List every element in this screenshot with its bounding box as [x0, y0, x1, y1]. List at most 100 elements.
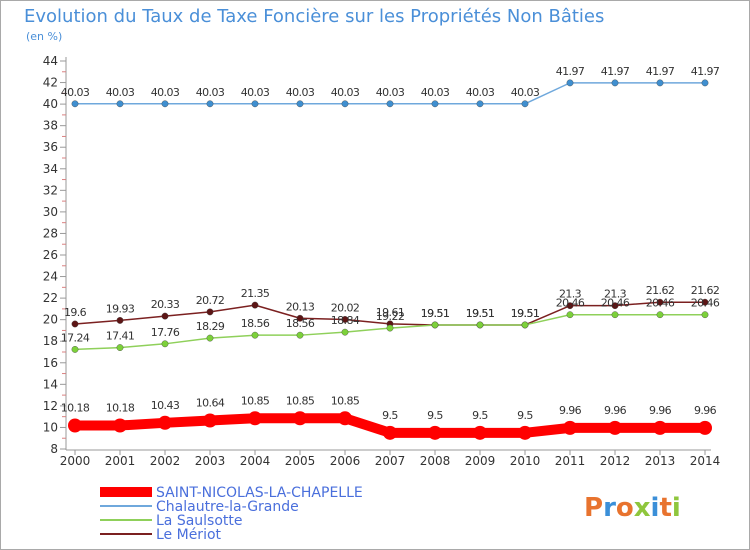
- data-point: [521, 321, 529, 329]
- data-label: 20.46: [646, 297, 675, 310]
- data-label: 10.18: [61, 402, 90, 415]
- y-tick-label: 24: [43, 270, 58, 284]
- x-tick-label: 2014: [690, 454, 721, 468]
- data-label: 20.13: [286, 300, 315, 313]
- x-tick-label: 2009: [465, 454, 496, 468]
- data-label: 40.03: [511, 86, 540, 99]
- data-point: [611, 302, 619, 310]
- data-point: [608, 420, 622, 435]
- data-label: 9.5: [472, 409, 488, 422]
- data-point: [566, 311, 574, 319]
- x-tick-label: 2000: [60, 454, 91, 468]
- data-point: [476, 321, 484, 329]
- unit-label: (en %): [26, 30, 62, 43]
- data-point: [656, 311, 664, 319]
- data-point: [701, 79, 709, 87]
- data-point: [698, 420, 712, 435]
- data-point: [71, 100, 79, 108]
- y-tick-label: 22: [43, 291, 58, 305]
- data-label: 10.43: [151, 399, 180, 412]
- data-label: 18.84: [331, 314, 360, 327]
- y-tick-label: 20: [43, 313, 58, 327]
- data-point: [341, 328, 349, 336]
- data-label: 20.72: [196, 294, 225, 307]
- y-tick-label: 32: [43, 183, 58, 197]
- data-label: 18.29: [196, 320, 225, 333]
- data-label: 9.5: [517, 409, 533, 422]
- data-label: 19.51: [466, 307, 495, 320]
- x-tick-label: 2004: [240, 454, 271, 468]
- data-label: 41.97: [601, 65, 630, 78]
- y-tick-label: 14: [43, 377, 58, 391]
- data-point: [428, 425, 442, 440]
- data-point: [203, 413, 217, 428]
- data-label: 20.46: [556, 297, 585, 310]
- data-label: 18.56: [286, 317, 315, 330]
- data-point: [386, 324, 394, 332]
- data-label: 21.3: [559, 288, 582, 301]
- data-point: [653, 420, 667, 435]
- y-tick-label: 36: [43, 140, 58, 154]
- data-point: [521, 100, 529, 108]
- data-point: [296, 100, 304, 108]
- legend-label: Chalautre-la-Grande: [156, 499, 299, 515]
- x-tick-label: 2007: [375, 454, 406, 468]
- data-label: 19.51: [511, 307, 540, 320]
- data-point: [656, 298, 664, 306]
- data-label: 40.03: [466, 86, 495, 99]
- x-tick-label: 2005: [285, 454, 316, 468]
- data-labels: 40.03 40.03 40.03 40.03 40.03 40.03 40.03 40.03…: [61, 65, 721, 422]
- y-tick-label: 10: [43, 420, 58, 434]
- data-label: 9.96: [559, 404, 582, 417]
- y-tick-label: 8: [50, 442, 58, 456]
- data-point: [206, 334, 214, 342]
- data-label: 40.03: [376, 86, 405, 99]
- y-tick-label: 42: [43, 76, 58, 90]
- data-label: 19.51: [421, 307, 450, 320]
- y-tick-label: 12: [43, 399, 58, 413]
- logo-letter: x: [634, 493, 651, 523]
- x-tick-label: 2003: [195, 454, 226, 468]
- data-label: 10.85: [241, 394, 270, 407]
- data-label: 40.03: [106, 86, 135, 99]
- y-tick-label: 30: [43, 205, 58, 219]
- data-label: 20.46: [601, 297, 630, 310]
- data-point: [563, 420, 577, 435]
- proxiti-logo: Proxiti: [584, 493, 681, 523]
- x-tick-label: 2002: [150, 454, 181, 468]
- legend-label: La Saulsotte: [156, 513, 243, 529]
- data-label: 41.97: [691, 65, 720, 78]
- data-label: 17.76: [151, 326, 180, 339]
- logo-letter: P: [584, 493, 603, 523]
- data-label: 20.02: [331, 301, 360, 314]
- data-point: [293, 411, 307, 426]
- data-label: 10.18: [106, 402, 135, 415]
- logo-letter: r: [603, 493, 616, 523]
- data-point: [71, 346, 79, 353]
- y-tick-label: 18: [43, 334, 58, 348]
- data-point: [611, 79, 619, 87]
- data-label: 41.97: [646, 65, 675, 78]
- data-label: 10.85: [331, 394, 360, 407]
- data-point: [386, 100, 394, 108]
- x-tick-label: 2011: [555, 454, 586, 468]
- logo-text: Proxiti: [584, 493, 681, 523]
- data-label: 40.03: [151, 86, 180, 99]
- data-label: 40.03: [61, 86, 90, 99]
- data-point: [161, 312, 169, 320]
- data-label: 40.03: [331, 86, 360, 99]
- chart-title: Evolution du Taux de Taxe Foncière sur l…: [24, 6, 604, 27]
- data-point: [161, 100, 169, 108]
- series-lines: [70, 82, 710, 438]
- y-tick-label: 28: [43, 226, 58, 240]
- logo-letter: i: [651, 493, 660, 523]
- data-label: 9.5: [427, 409, 443, 422]
- data-label: 41.97: [556, 65, 585, 78]
- data-label: 40.03: [241, 86, 270, 99]
- x-tick-label: 2013: [645, 454, 676, 468]
- legend-label: Le Mériot: [156, 527, 222, 543]
- data-label: 21.62: [691, 284, 720, 297]
- data-label: 9.5: [382, 409, 398, 422]
- series-points: [68, 79, 712, 440]
- data-point: [113, 418, 127, 433]
